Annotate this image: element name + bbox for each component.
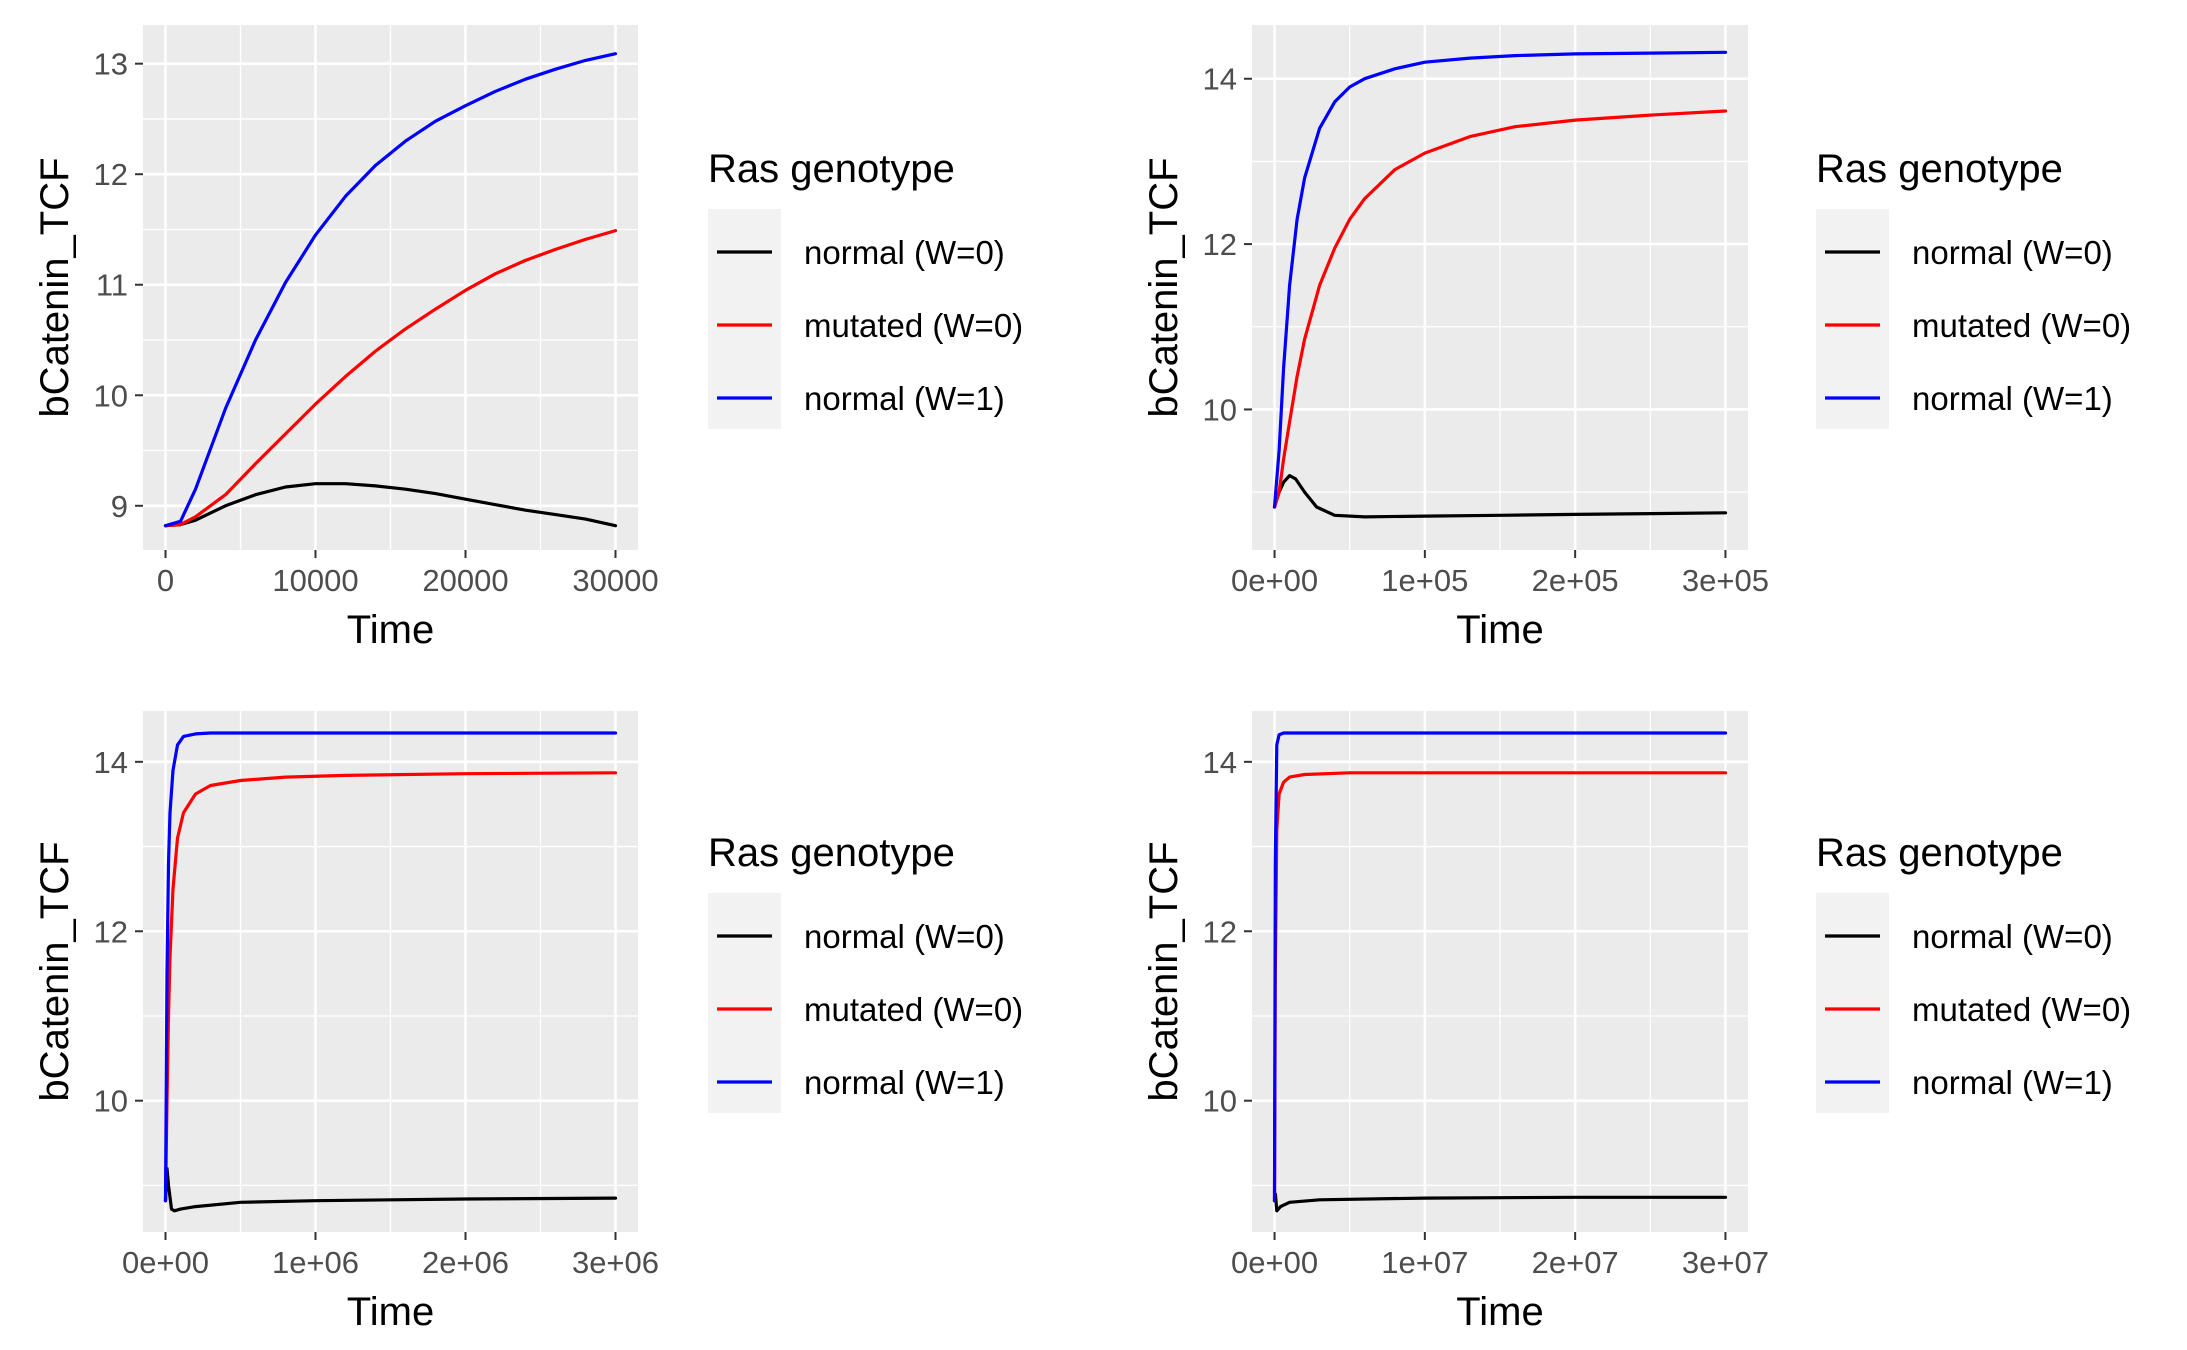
legend-label: normal (W=1) [804,1064,1005,1101]
legend-label: normal (W=0) [804,918,1005,955]
panel-2: 0e+00 1e+05 2e+05 3e+05 10 12 14 Time bCatenin_T… [1142,25,2131,652]
y-tick-label: 14 [1203,62,1237,97]
legend-title: Ras genotype [1816,831,2063,875]
panel-4: 0e+00 1e+07 2e+07 3e+07 10 12 14 Time bCatenin_T… [1142,711,2131,1334]
y-tick-label: 13 [94,47,128,82]
x-tick-label: 20000 [422,563,508,598]
series-line-1 [163,1166,618,1213]
series-line-3 [1272,731,1728,1203]
legend-title: Ras genotype [708,831,955,875]
x-tick-label: 3e+07 [1682,1245,1769,1280]
x-tick-label: 1e+05 [1381,563,1468,598]
series-line-3 [1272,50,1728,509]
panel-3: 0e+00 1e+06 2e+06 3e+06 10 12 14 Time bCatenin_T… [33,711,1023,1334]
y-axis-title: bCatenin_TCF [33,157,77,417]
x-tick-label: 2e+05 [1532,563,1619,598]
legend-key-background [708,893,781,1113]
x-tick-label: 2e+06 [422,1245,509,1280]
series-line-2 [1272,109,1728,509]
y-tick-label: 11 [96,268,128,303]
legend-label: normal (W=1) [1912,1064,2113,1101]
y-tick-label: 10 [1203,1084,1237,1119]
panel-1: 0 10000 20000 30000 9 10 11 12 13 Time bCatenin_TC… [33,25,1023,652]
x-tick-label: 30000 [572,563,658,598]
legend-key-background [708,209,781,429]
x-tick-label: 1e+06 [272,1245,359,1280]
series-line-2 [163,771,618,1203]
series-line-1 [1272,474,1728,519]
series-line-2 [163,229,618,528]
y-tick-label: 12 [1203,227,1237,262]
y-axis-title: bCatenin_TCF [1142,157,1186,417]
legend-label: normal (W=0) [1912,234,2113,271]
y-tick-label: 14 [94,745,128,780]
legend-title: Ras genotype [708,147,955,191]
y-tick-label: 10 [94,1084,128,1119]
series-line-3 [163,52,618,528]
x-tick-label: 0e+00 [122,1245,209,1280]
y-tick-label: 14 [1203,745,1237,780]
y-tick-label: 12 [1203,914,1237,949]
x-axis-title: Time [1456,1290,1543,1334]
x-axis-title: Time [347,608,434,652]
legend-label: normal (W=1) [804,380,1005,417]
x-tick-label: 0 [157,563,174,598]
y-axis-title: bCatenin_TCF [1142,841,1186,1101]
legend-key-background [1816,209,1889,429]
legend: Ras genotype normal (W=0) mutated (W=0) nor… [1816,831,2131,1113]
legend-label: normal (W=0) [804,234,1005,271]
x-tick-label: 3e+06 [572,1245,659,1280]
x-tick-label: 0e+00 [1231,563,1318,598]
y-tick-label: 12 [94,914,128,949]
y-axis-title: bCatenin_TCF [33,841,77,1101]
legend: Ras genotype normal (W=0) mutated (W=0) nor… [708,147,1023,429]
legend-label: mutated (W=0) [804,307,1023,344]
y-tick-label: 10 [94,378,128,413]
x-tick-label: 3e+05 [1682,563,1769,598]
x-tick-label: 1e+07 [1381,1245,1468,1280]
y-tick-label: 9 [111,489,128,524]
legend-label: normal (W=1) [1912,380,2113,417]
x-tick-label: 10000 [272,563,358,598]
legend-key-background [1816,893,1889,1113]
series-line-1 [163,482,618,528]
x-axis-title: Time [347,1290,434,1334]
legend-label: mutated (W=0) [804,991,1023,1028]
y-tick-label: 12 [94,157,128,192]
legend-label: mutated (W=0) [1912,307,2131,344]
x-tick-label: 0e+00 [1231,1245,1318,1280]
x-axis-title: Time [1456,608,1543,652]
legend: Ras genotype normal (W=0) mutated (W=0) nor… [708,831,1023,1113]
x-tick-label: 2e+07 [1532,1245,1619,1280]
legend: Ras genotype normal (W=0) mutated (W=0) nor… [1816,147,2131,429]
series-line-3 [163,731,618,1203]
y-tick-label: 10 [1203,392,1237,427]
legend-label: normal (W=0) [1912,918,2113,955]
legend-label: mutated (W=0) [1912,991,2131,1028]
legend-title: Ras genotype [1816,147,2063,191]
